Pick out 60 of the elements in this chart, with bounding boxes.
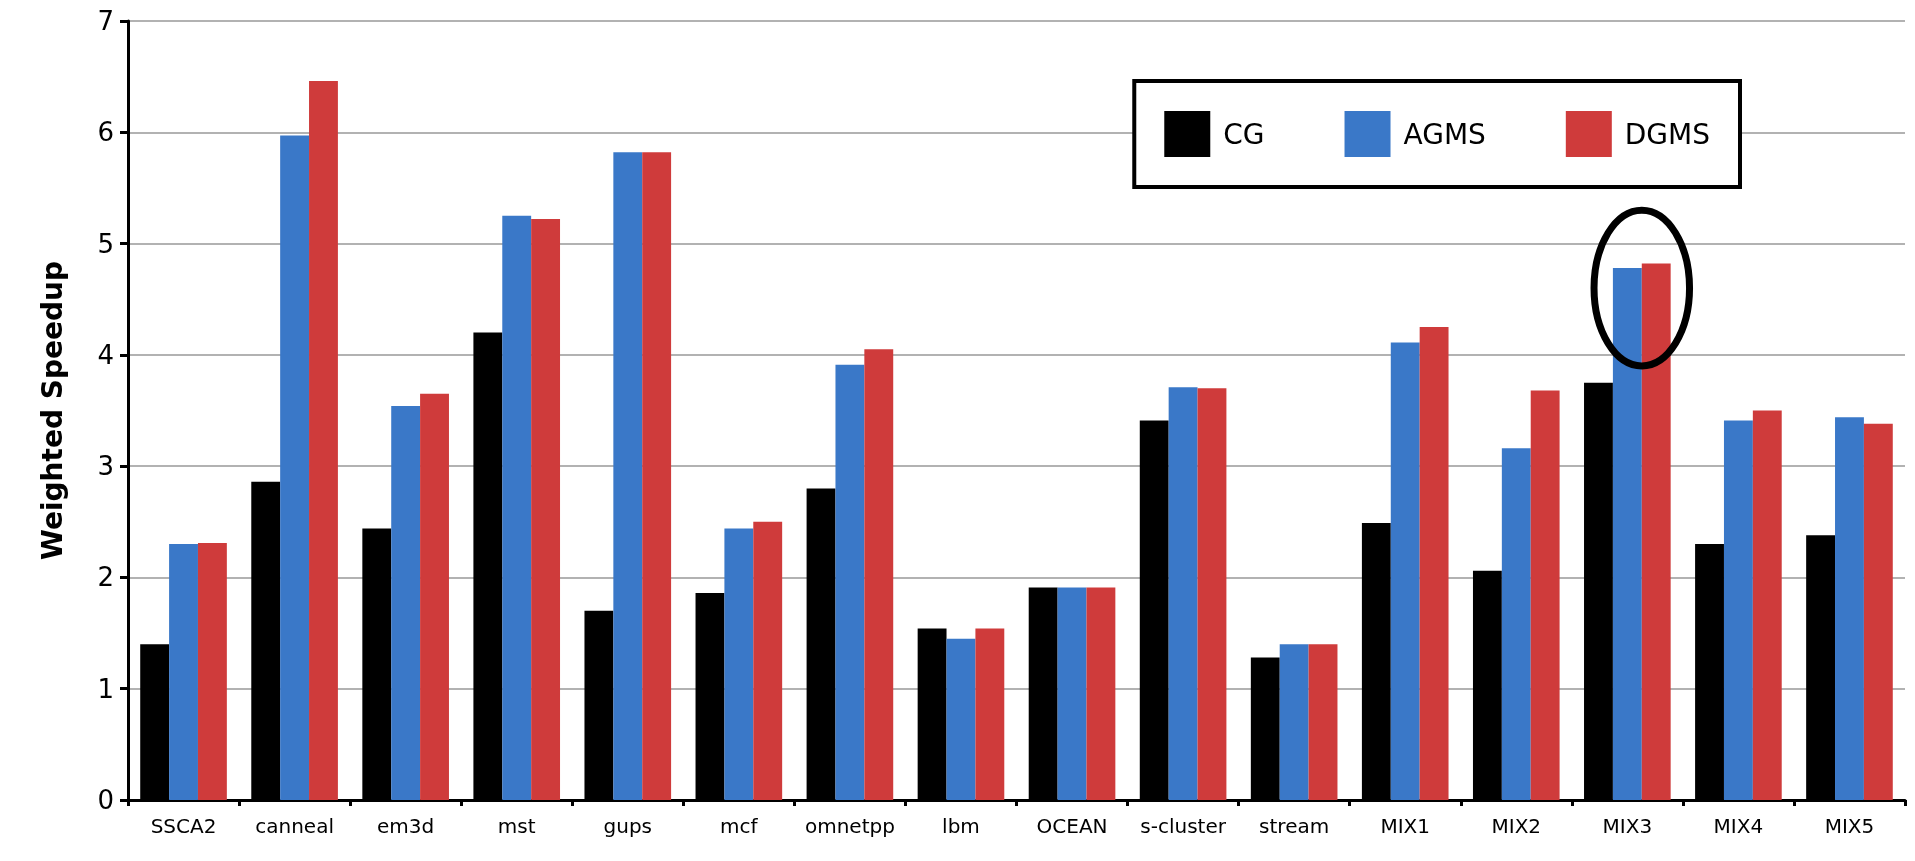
bar (1390, 342, 1420, 800)
x-tick-label: SSCA2 (150, 814, 217, 838)
x-tick-label: lbm (942, 814, 980, 838)
x-tick-label: mcf (720, 814, 759, 838)
bar (169, 544, 198, 800)
bar (753, 521, 783, 800)
y-tick-label: 6 (97, 117, 114, 148)
bar (309, 81, 338, 800)
bar (1723, 420, 1753, 800)
bar (1863, 423, 1893, 800)
bar (420, 393, 449, 800)
bar (1641, 263, 1671, 800)
bar (1086, 587, 1116, 800)
bar (1279, 644, 1309, 800)
bar (975, 628, 1005, 800)
y-tick-label: 0 (97, 785, 114, 815)
bar (280, 135, 310, 800)
x-tick-label: gups (603, 814, 653, 838)
x-tick-label: canneal (255, 814, 334, 838)
x-tick-label: mst (497, 814, 536, 838)
y-axis-title: Weighted Speedup (35, 261, 69, 560)
x-tick-label: MIX3 (1602, 814, 1653, 838)
y-tick-label: 3 (97, 451, 114, 482)
bar (1530, 390, 1560, 800)
bar (946, 638, 976, 800)
x-tick-label: OCEAN (1036, 814, 1108, 838)
x-tick-label: em3d (377, 814, 435, 838)
bar (1835, 417, 1864, 800)
x-tick-label: MIX4 (1713, 814, 1764, 838)
bar (835, 364, 865, 800)
bar (502, 215, 532, 800)
bar (864, 349, 894, 800)
bar (197, 542, 227, 800)
bar (1168, 387, 1198, 800)
bar (1752, 410, 1782, 800)
bar (1612, 268, 1642, 800)
legend-label: AGMS (1403, 117, 1486, 151)
bar (642, 152, 672, 800)
y-tick-label: 2 (97, 562, 114, 593)
bar (1419, 327, 1449, 800)
x-tick-label: MIX5 (1824, 814, 1875, 838)
bar (613, 152, 643, 800)
bar (724, 528, 754, 800)
y-tick-label: 1 (97, 673, 114, 704)
legend-label: DGMS (1624, 117, 1711, 151)
x-tick-label: MIX2 (1491, 814, 1542, 838)
bar (1197, 388, 1227, 800)
bar (1501, 448, 1531, 800)
y-tick-label: 5 (97, 228, 114, 259)
bar (391, 406, 421, 800)
bar (531, 219, 561, 800)
bar (1308, 644, 1338, 800)
y-tick-label: 7 (97, 6, 114, 36)
bar (1057, 587, 1087, 800)
x-tick-label: s-cluster (1140, 814, 1227, 838)
y-tick-label: 4 (97, 339, 114, 370)
x-tick-label: MIX1 (1380, 814, 1431, 838)
legend-label: CG (1223, 117, 1265, 151)
x-tick-label: stream (1259, 814, 1330, 838)
x-tick-label: omnetpp (804, 814, 895, 838)
